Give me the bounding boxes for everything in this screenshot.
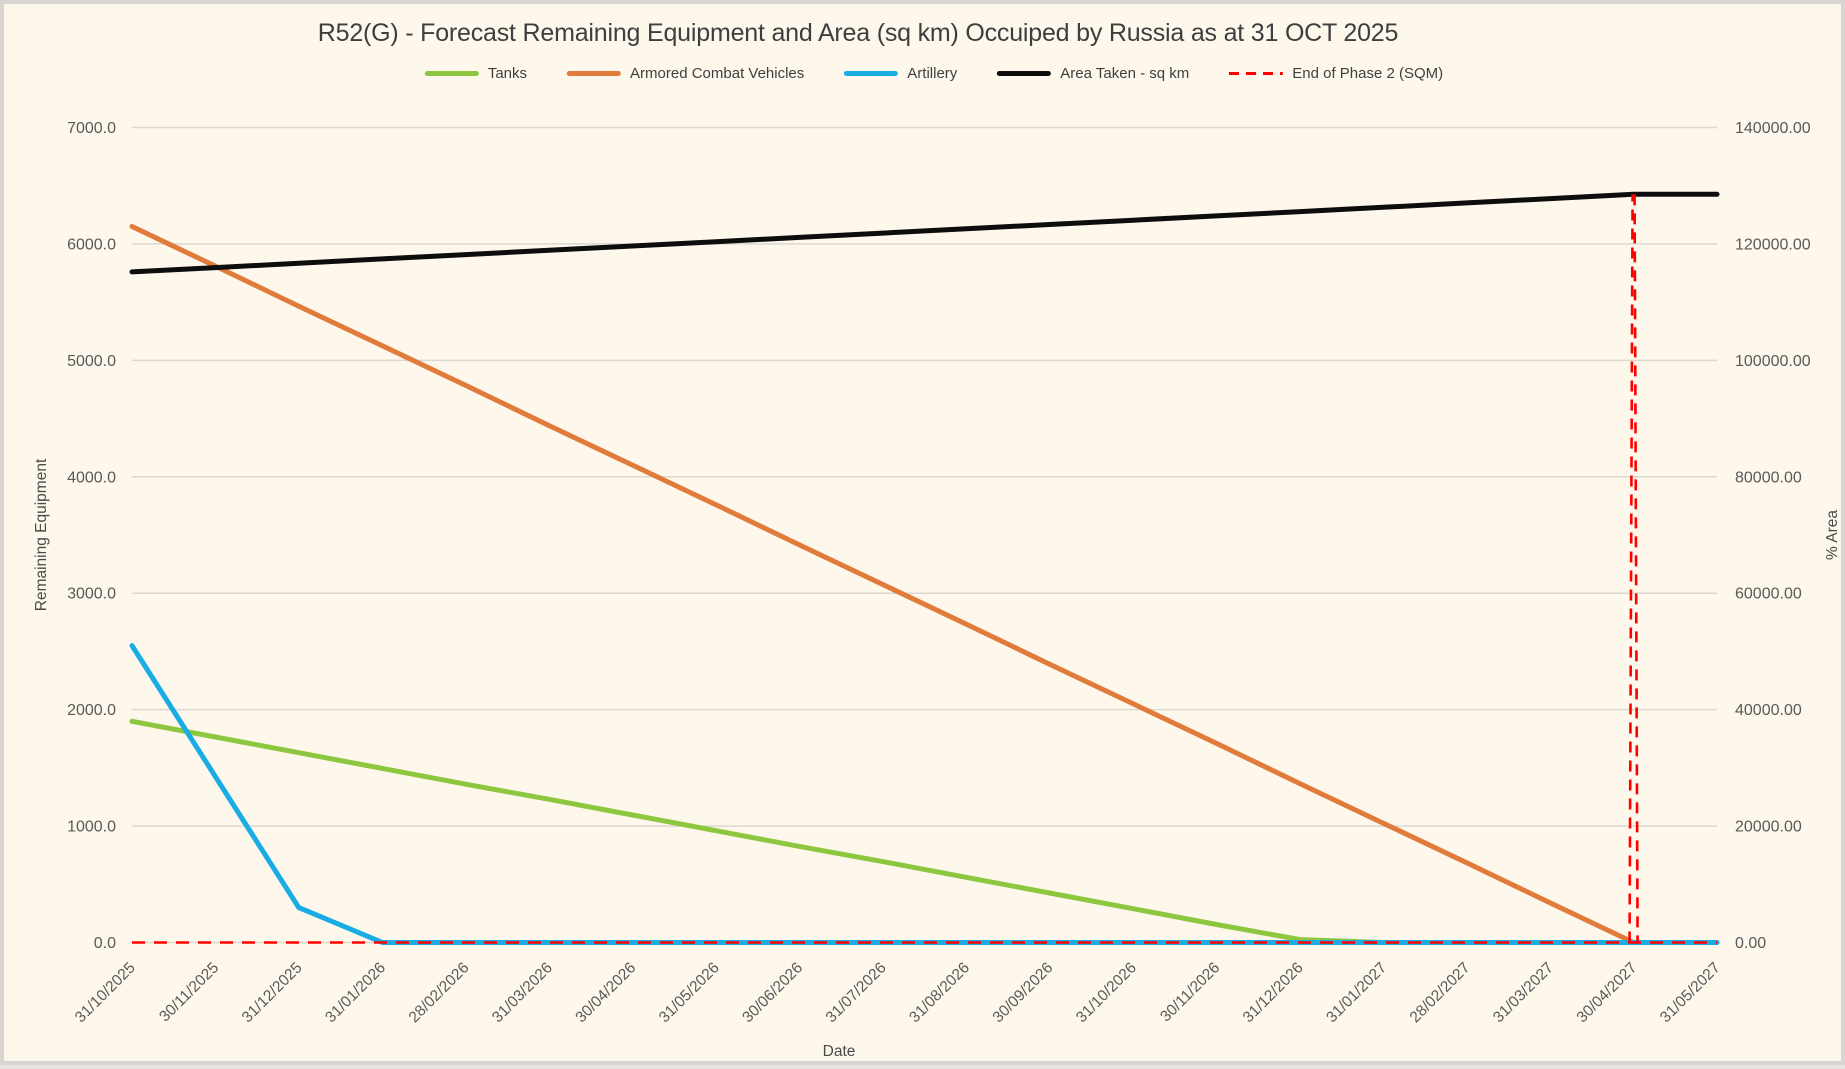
legend-item-area-taken-sq-km: Area Taken - sq km bbox=[997, 65, 1189, 82]
y-right-axis-title: % Area bbox=[1824, 510, 1841, 560]
phase2-marker-line bbox=[1628, 194, 1634, 943]
y-right-tick-label: 100000.00 bbox=[1735, 353, 1811, 370]
x-tick-label: 31/12/2026 bbox=[1240, 959, 1307, 1026]
x-tick-label: 31/10/2025 bbox=[72, 959, 139, 1026]
y-left-tick-label: 3000.0 bbox=[67, 586, 116, 603]
y-left-tick-label: 1000.0 bbox=[67, 819, 116, 836]
plot-area: Remaining Equipment % Area Date 0.0 0.00 1… bbox=[33, 120, 1841, 1060]
x-tick-label: 30/09/2026 bbox=[990, 959, 1057, 1026]
x-tick-label: 28/02/2027 bbox=[1407, 959, 1474, 1026]
x-tick-label: 30/11/2026 bbox=[1157, 959, 1223, 1025]
legend-label: Tanks bbox=[487, 65, 528, 82]
artillery-line-swatch-icon bbox=[844, 71, 899, 76]
armored-combat-vehicles-line-swatch-icon bbox=[567, 71, 622, 76]
y-right-tick-label: 140000.00 bbox=[1735, 120, 1811, 137]
legend-label: Area Taken - sq km bbox=[1060, 65, 1190, 82]
y-right-tick-label: 60000.00 bbox=[1735, 586, 1802, 603]
area-taken-sq-km-line-swatch-icon bbox=[997, 71, 1052, 76]
legend-label: Artillery bbox=[907, 65, 958, 82]
y-right-tick-label: 80000.00 bbox=[1735, 469, 1802, 486]
legend-label: Armored Combat Vehicles bbox=[630, 65, 805, 82]
x-tick-label: 30/04/2026 bbox=[572, 959, 639, 1026]
y-right-tick-label: 0.00 bbox=[1735, 935, 1766, 952]
series-line-area-taken-sq-km bbox=[129, 191, 1720, 275]
legend-label: End of Phase 2 (SQM) bbox=[1292, 65, 1444, 82]
x-axis-title: Date bbox=[823, 1043, 856, 1060]
x-tick-label: 31/05/2027 bbox=[1657, 959, 1724, 1026]
y-left-tick-label: 4000.0 bbox=[67, 469, 116, 486]
legend-item-tanks: Tanks bbox=[424, 65, 528, 82]
x-tick-label: 31/07/2026 bbox=[823, 959, 890, 1026]
x-tick-label: 28/02/2026 bbox=[406, 959, 473, 1026]
x-tick-label: 31/12/2025 bbox=[239, 959, 306, 1026]
y-left-tick-label: 6000.0 bbox=[67, 236, 116, 253]
y-right-tick-label: 40000.00 bbox=[1735, 702, 1802, 719]
x-tick-label: 31/03/2027 bbox=[1490, 959, 1557, 1026]
y-right-tick-label: 120000.00 bbox=[1735, 236, 1811, 253]
x-tick-label: 30/06/2026 bbox=[739, 959, 806, 1026]
y-left-axis-title: Remaining Equipment bbox=[33, 458, 50, 611]
x-tick-label: 31/05/2026 bbox=[656, 959, 723, 1026]
y-left-tick-label: 7000.0 bbox=[67, 120, 116, 137]
series-line-armored-combat-vehicles bbox=[129, 224, 1720, 945]
legend-item-armored-combat-vehicles: Armored Combat Vehicles bbox=[567, 65, 804, 82]
phase2-marker-line bbox=[1633, 194, 1639, 943]
chart-title: R52(G) - Forecast Remaining Equipment an… bbox=[317, 19, 1399, 47]
y-left-tick-label: 5000.0 bbox=[67, 353, 116, 370]
end-of-phase-2-sqm-line-swatch-icon bbox=[1229, 71, 1284, 76]
x-tick-label: 31/01/2026 bbox=[322, 959, 389, 1026]
x-tick-label: 30/04/2027 bbox=[1574, 959, 1641, 1026]
x-tick-label: 30/11/2025 bbox=[156, 959, 222, 1025]
tanks-line-swatch-icon bbox=[424, 71, 479, 76]
y-left-tick-label: 2000.0 bbox=[67, 702, 116, 719]
legend-item-end-of-phase-2-sqm: End of Phase 2 (SQM) bbox=[1229, 65, 1443, 82]
x-tick-label: 31/01/2027 bbox=[1323, 959, 1390, 1026]
y-left-tick-label: 0.0 bbox=[94, 935, 116, 952]
legend-item-artillery: Artillery bbox=[844, 65, 957, 82]
x-tick-label: 31/10/2026 bbox=[1073, 959, 1140, 1026]
x-tick-label: 31/08/2026 bbox=[906, 959, 973, 1026]
x-tick-label: 31/03/2026 bbox=[489, 959, 556, 1026]
series-line-artillery bbox=[129, 643, 1720, 945]
series-line-tanks bbox=[129, 718, 1720, 945]
legend: Tanks Armored Combat Vehicles Artillery Are… bbox=[424, 65, 1443, 82]
y-right-tick-label: 20000.00 bbox=[1735, 819, 1802, 836]
